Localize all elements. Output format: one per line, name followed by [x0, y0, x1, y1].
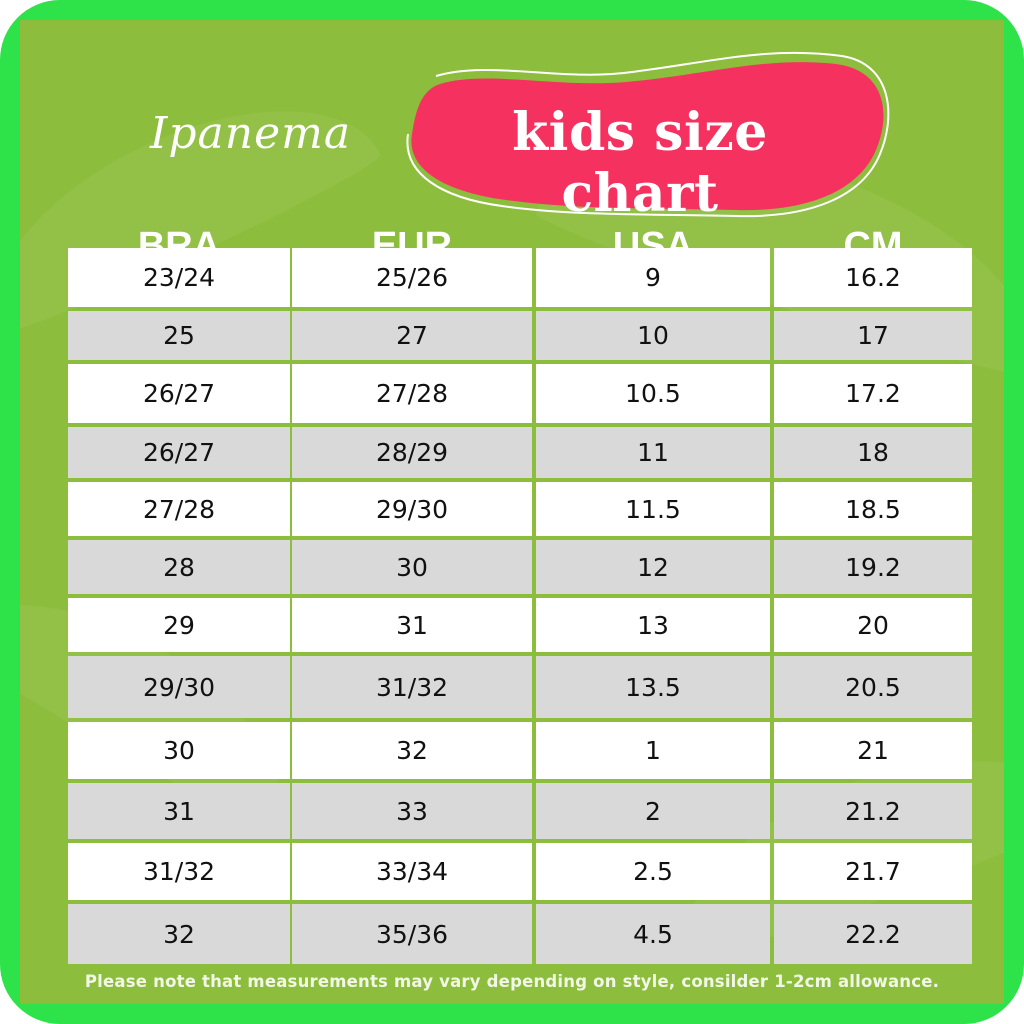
cell-eur: 27/28 — [292, 364, 532, 423]
cell-eur: 28/29 — [292, 427, 532, 478]
cell-cm: 17 — [774, 311, 972, 360]
table-row: 29 31 13 20 — [68, 598, 972, 652]
cell-bra: 28 — [68, 540, 290, 594]
table-row: 25 27 10 17 — [68, 311, 972, 360]
cell-bra: 29/30 — [68, 656, 290, 718]
table-row: 26/27 27/28 10.5 17.2 — [68, 364, 972, 423]
cell-usa: 13 — [536, 598, 770, 652]
cell-usa: 13.5 — [536, 656, 770, 718]
cell-eur: 32 — [292, 722, 532, 779]
cell-usa: 11.5 — [536, 482, 770, 536]
cell-eur: 27 — [292, 311, 532, 360]
cell-eur: 25/26 — [292, 248, 532, 307]
cell-bra: 23/24 — [68, 248, 290, 307]
cell-eur: 29/30 — [292, 482, 532, 536]
cell-bra: 29 — [68, 598, 290, 652]
cell-usa: 12 — [536, 540, 770, 594]
cell-cm: 21.2 — [774, 783, 972, 839]
cell-cm: 21.7 — [774, 843, 972, 900]
table-row: 28 30 12 19.2 — [68, 540, 972, 594]
cell-bra: 32 — [68, 904, 290, 964]
cell-cm: 17.2 — [774, 364, 972, 423]
cell-usa: 4.5 — [536, 904, 770, 964]
cell-bra: 26/27 — [68, 364, 290, 423]
cell-bra: 26/27 — [68, 427, 290, 478]
cell-cm: 20.5 — [774, 656, 972, 718]
table-row: 26/27 28/29 11 18 — [68, 427, 972, 478]
cell-usa: 2.5 — [536, 843, 770, 900]
table-row: 29/30 31/32 13.5 20.5 — [68, 656, 972, 718]
cell-cm: 19.2 — [774, 540, 972, 594]
cell-eur: 33 — [292, 783, 532, 839]
table-row: 31 33 2 21.2 — [68, 783, 972, 839]
cell-eur: 33/34 — [292, 843, 532, 900]
cell-eur: 31/32 — [292, 656, 532, 718]
cell-usa: 10 — [536, 311, 770, 360]
cell-bra: 27/28 — [68, 482, 290, 536]
page-title: kids size chart — [512, 102, 768, 224]
cell-cm: 18.5 — [774, 482, 972, 536]
cell-usa: 2 — [536, 783, 770, 839]
brand-logo: Ipanema — [150, 108, 352, 159]
table-row: 23/24 25/26 9 16.2 — [68, 248, 972, 307]
cell-bra: 25 — [68, 311, 290, 360]
cell-usa: 11 — [536, 427, 770, 478]
table-row: 30 32 1 21 — [68, 722, 972, 779]
cell-eur: 30 — [292, 540, 532, 594]
table-row: 31/32 33/34 2.5 21.7 — [68, 843, 972, 900]
cell-eur: 35/36 — [292, 904, 532, 964]
cell-cm: 21 — [774, 722, 972, 779]
cell-cm: 22.2 — [774, 904, 972, 964]
cell-bra: 30 — [68, 722, 290, 779]
cell-usa: 1 — [536, 722, 770, 779]
cell-cm: 16.2 — [774, 248, 972, 307]
cell-usa: 10.5 — [536, 364, 770, 423]
cell-cm: 20 — [774, 598, 972, 652]
size-chart-card: Ipanema kids size chart BRA EUR USA CM 2… — [20, 20, 1004, 1004]
table-row: 27/28 29/30 11.5 18.5 — [68, 482, 972, 536]
title-blob — [406, 51, 890, 218]
cell-bra: 31/32 — [68, 843, 290, 900]
table-row: 32 35/36 4.5 22.2 — [68, 904, 972, 964]
cell-cm: 18 — [774, 427, 972, 478]
cell-usa: 9 — [536, 248, 770, 307]
cell-eur: 31 — [292, 598, 532, 652]
cell-bra: 31 — [68, 783, 290, 839]
allowance-note: Please note that measurements may vary d… — [84, 972, 940, 991]
